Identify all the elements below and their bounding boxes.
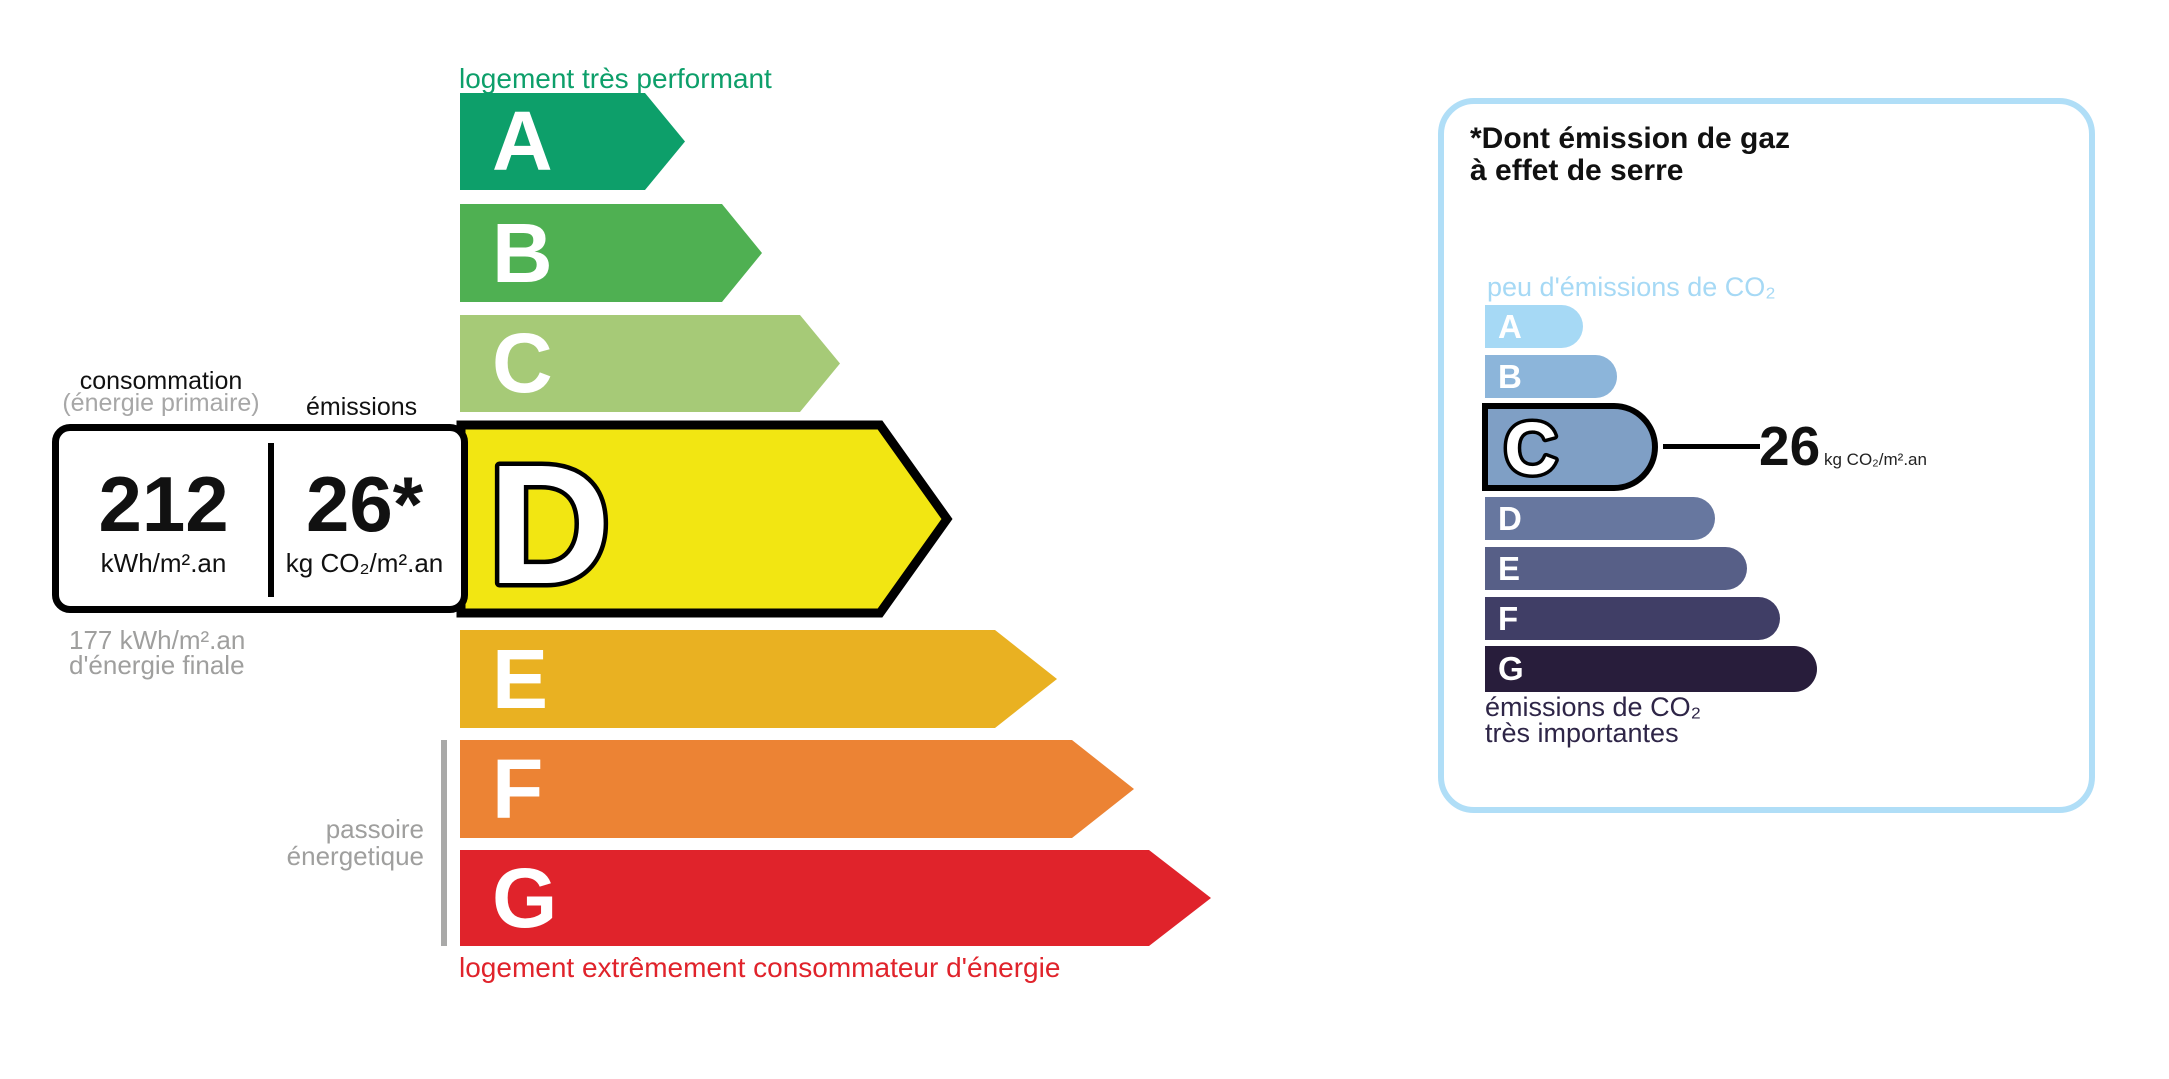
energy-sieve-line2: énergetique [286,841,424,871]
consumption-unit: kWh/m².an [100,547,227,578]
energy-bar-d-selected: D [456,420,953,618]
co2-bar-b: B [1485,355,1617,398]
consumption-cell: 212 kWh/m².an [59,431,268,606]
energy-bar-e-letter: E [492,631,549,726]
energy-sieve-label: passoire énergetique [200,816,424,870]
co2-panel-title: *Dont émission de gaz à effet de serre [1470,123,1790,187]
emissions-value: 26* [305,459,424,548]
co2-bar-c-selected: C [1482,403,1658,493]
co2-bar-a-letter: A [1498,307,1522,345]
energy-bar-e: E [460,630,1057,728]
co2-bar-b-letter: B [1498,357,1522,395]
co2-value-connector-line [1663,444,1760,449]
energy-bar-b-letter: B [492,205,553,300]
energy-bottom-label: logement extrêmement consommateur d'éner… [459,952,1061,983]
energy-bar-b: B [460,204,762,302]
co2-bar-e-letter: E [1498,549,1521,587]
co2-bar-a: A [1485,305,1583,348]
energy-bar-a-letter: A [492,94,553,188]
co2-bottom-line1: émissions de CO₂ [1485,692,1702,722]
co2-panel-title-line2: à effet de serre [1470,154,1684,187]
consumption-label: consommation (énergie primaire) [50,367,272,417]
energy-bar-f-letter: F [492,741,544,836]
co2-bar-g: G [1485,646,1817,692]
final-energy-line2: d'énergie finale [69,650,245,680]
consumption-label-main: consommation [79,367,243,395]
consumption-value: 212 [98,459,229,548]
co2-value-unit: kg CO₂/m².an [1824,450,1927,469]
emissions-cell: 26* kg CO₂/m².an [268,431,461,606]
energy-bar-f: F [460,740,1134,838]
co2-top-label: peu d'émissions de CO₂ [1487,272,1776,302]
final-energy-note: 177 kWh/m².an d'énergie finale [69,625,246,680]
co2-bottom-line2: très importantes [1485,718,1679,748]
co2-bottom-label: émissions de CO₂ très importantes [1485,692,1702,748]
energy-top-label: logement très performant [459,63,772,94]
energy-bar-c-letter: C [492,316,553,410]
co2-bar-d: D [1485,497,1715,540]
energy-bar-a: A [460,93,685,190]
co2-panel-title-line1: *Dont émission de gaz [1470,122,1791,155]
co2-bar-f-letter: F [1498,599,1519,637]
value-box-divider [268,443,274,597]
consumption-label-sub: (énergie primaire) [62,389,260,417]
co2-bar-e: E [1485,547,1747,590]
energy-sieve-line1: passoire [325,814,424,844]
energy-bar-d-letter: D [488,430,611,618]
energy-bar-c: C [460,315,840,412]
final-energy-line1: 177 kWh/m².an [69,625,246,655]
emissions-unit: kg CO₂/m².an [285,547,444,578]
co2-value: 26 [1759,415,1821,477]
emissions-label: émissions [306,393,418,421]
energy-bar-g: G [460,850,1211,946]
co2-bar-f: F [1485,597,1780,640]
co2-bar-d-letter: D [1498,499,1522,537]
energy-value-box: 212 kWh/m².an 26* kg CO₂/m².an [52,424,468,613]
energy-bar-g-letter: G [492,850,558,945]
co2-bar-g-letter: G [1498,650,1524,687]
co2-bar-c-shape [1482,403,1658,491]
energy-sieve-bracket [441,740,447,946]
co2-bar-c-letter: C [1504,407,1557,490]
